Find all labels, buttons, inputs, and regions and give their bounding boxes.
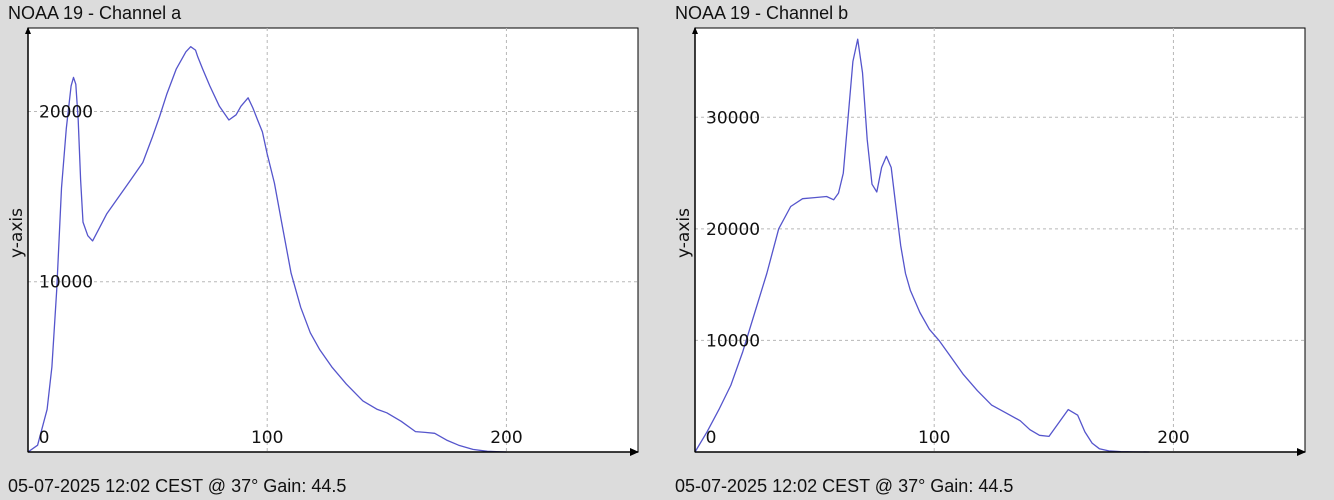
x-axis-arrow-icon: [630, 448, 639, 456]
x-tick-label: 200: [490, 428, 522, 448]
y-tick-label: 10000: [706, 331, 760, 351]
y-axis-arrow-icon: [25, 27, 31, 34]
data-series-line: [694, 38, 1150, 453]
chart-panel-channel-b: NOAA 19 - Channel b 0 100 200 10000 20000 300…: [667, 0, 1334, 500]
x-tick-label: 0: [39, 428, 50, 448]
y-tick-label: 20000: [706, 220, 760, 240]
chart-title: NOAA 19 - Channel a: [8, 3, 182, 23]
y-axis-label: y-axis: [7, 208, 27, 258]
plot-area: [27, 27, 639, 453]
data-series-line: [27, 46, 507, 453]
chart-footer: 05-07-2025 12:02 CEST @ 37° Gain: 44.5: [8, 476, 347, 496]
line-chart-channel-b: 0 100 200 10000 20000 30000 y-axis: [674, 27, 1306, 456]
chart-title: NOAA 19 - Channel b: [675, 3, 849, 23]
y-tick-label: 10000: [39, 273, 93, 293]
x-axis-arrow-icon: [1297, 448, 1306, 456]
chart-footer: 05-07-2025 12:02 CEST @ 37° Gain: 44.5: [675, 476, 1014, 496]
x-tick-label: 100: [918, 428, 950, 448]
line-chart-channel-a: 0 100 200 10000 20000 y-axis: [7, 27, 639, 456]
y-tick-label: 30000: [706, 108, 760, 128]
y-axis-label: y-axis: [674, 208, 694, 258]
chart-panel-channel-a: NOAA 19 - Channel a 0 100 200 10000 20000 y-a…: [7, 3, 639, 496]
x-tick-label: 0: [706, 428, 717, 448]
x-tick-label: 100: [251, 428, 283, 448]
plot-area: [694, 27, 1306, 453]
x-tick-label: 200: [1157, 428, 1189, 448]
y-tick-label: 20000: [39, 102, 93, 122]
y-axis-arrow-icon: [692, 27, 698, 34]
